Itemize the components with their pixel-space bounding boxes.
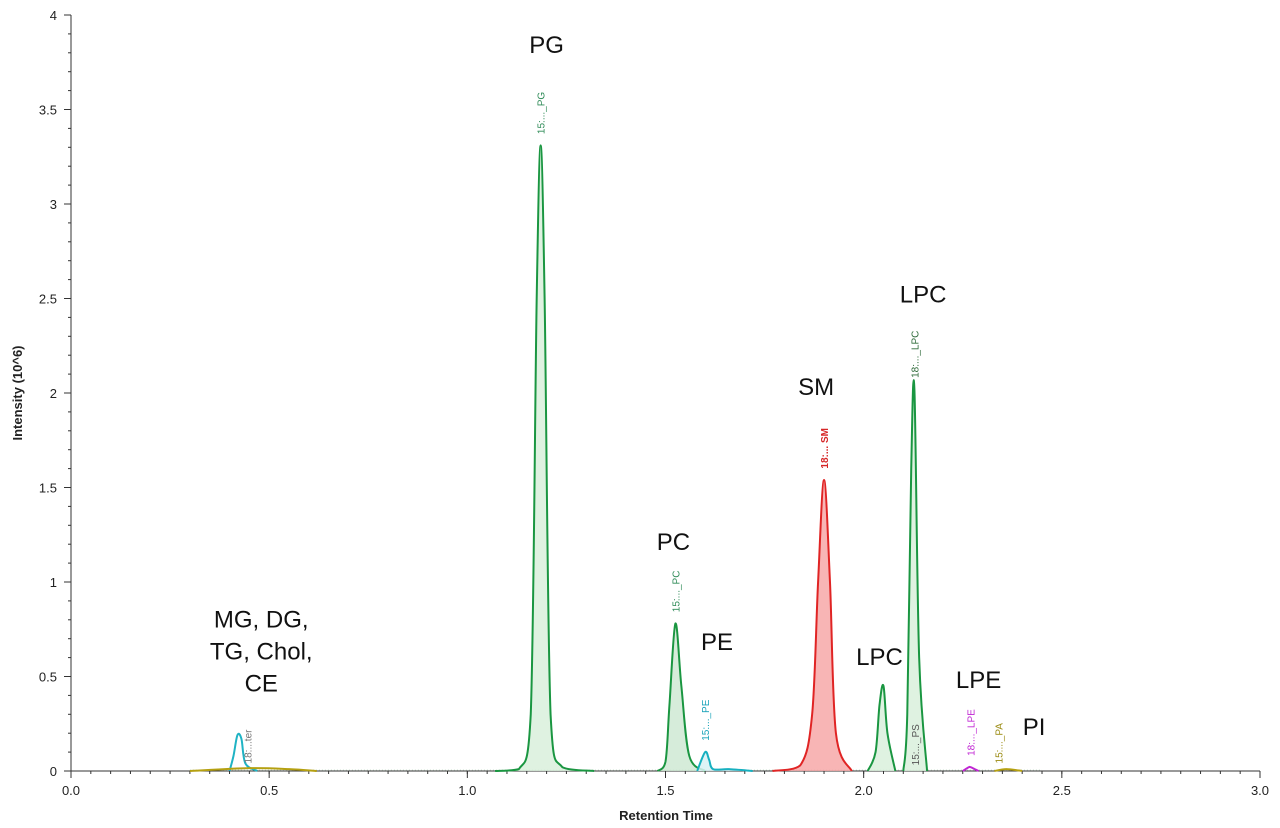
peak-label: 15:..._PE [701, 699, 712, 740]
peak-trace [656, 622, 706, 772]
y-tick-label: 3 [50, 197, 57, 212]
peak-trace [494, 144, 595, 772]
class-annotation: CE [245, 670, 278, 697]
peak-label: 15:..._PS [911, 724, 922, 765]
axes: 0.0 0.5 1.0 1.5 2.0 2.5 3.0 0 0.5 1 1.5 2 2.5 3 3.5 4 [39, 8, 1269, 798]
peak-fill [867, 684, 896, 771]
class-annotation: LPC [900, 281, 947, 308]
x-tick-label: 2.0 [855, 783, 873, 798]
class-annotation: PC [657, 529, 690, 556]
x-tick-label: 3.0 [1251, 783, 1269, 798]
x-tick-label: 0.5 [260, 783, 278, 798]
y-tick-label: 0 [50, 764, 57, 779]
class-annotation: SM [798, 374, 834, 401]
y-tick-label: 0.5 [39, 670, 57, 685]
y-tick-label: 2.5 [39, 292, 57, 307]
peak-trace [228, 732, 258, 772]
x-tick-label: 0.0 [62, 783, 80, 798]
class-annotation: PE [701, 629, 733, 656]
peak-label: 15:..._PA [994, 723, 1005, 764]
peak-fill [772, 479, 852, 771]
peak-trace [962, 765, 980, 772]
peak-fill [657, 623, 706, 771]
y-tick-label: 4 [50, 8, 57, 23]
class-annotation: TG, Chol, [210, 638, 313, 665]
y-tick-label: 1.5 [39, 481, 57, 496]
y-tick-label: 1 [50, 575, 57, 590]
class-annotation: LPC [856, 644, 903, 671]
class-annotation: MG, DG, [214, 606, 309, 633]
peak-fill [495, 145, 595, 771]
y-axis-title: Intensity (10^6) [10, 345, 25, 440]
peak-trace [866, 683, 897, 772]
class-annotation: LPE [956, 667, 1001, 694]
peak-trace [772, 478, 853, 772]
x-tick-label: 1.5 [656, 783, 674, 798]
peak-trace [189, 767, 317, 772]
peak-label: 18:... SM [820, 428, 831, 469]
peak-label: 18:...ter [243, 729, 254, 764]
y-tick-label: 3.5 [39, 103, 57, 118]
peak-label: 18:..._LPE [967, 709, 978, 756]
peak-fill [697, 751, 753, 771]
peak-traces [189, 144, 1043, 772]
peak-label: 15:..._PG [537, 92, 548, 134]
class-annotation: PG [529, 32, 564, 59]
class-annotation: PI [1023, 714, 1046, 741]
x-tick-label: 2.5 [1053, 783, 1071, 798]
peak-label: 18:..._LPC [910, 331, 921, 378]
peak-trace [696, 750, 753, 772]
y-tick-label: 2 [50, 386, 57, 401]
peak-labels: 15:..._PG 15:..._PC 15:..._PE 18:... SM 18:.… [243, 92, 1005, 766]
x-axis-title: Retention Time [619, 808, 713, 823]
class-annotations: PG PC PE SM LPC LPC LPE PI MG, DG, TG, Chol, CE [210, 32, 1046, 741]
peak-fill [903, 380, 928, 771]
peak-label: 15:..._PC [671, 571, 682, 613]
peak-trace [902, 379, 929, 772]
peak-trace [994, 768, 1023, 772]
x-tick-label: 1.0 [458, 783, 476, 798]
